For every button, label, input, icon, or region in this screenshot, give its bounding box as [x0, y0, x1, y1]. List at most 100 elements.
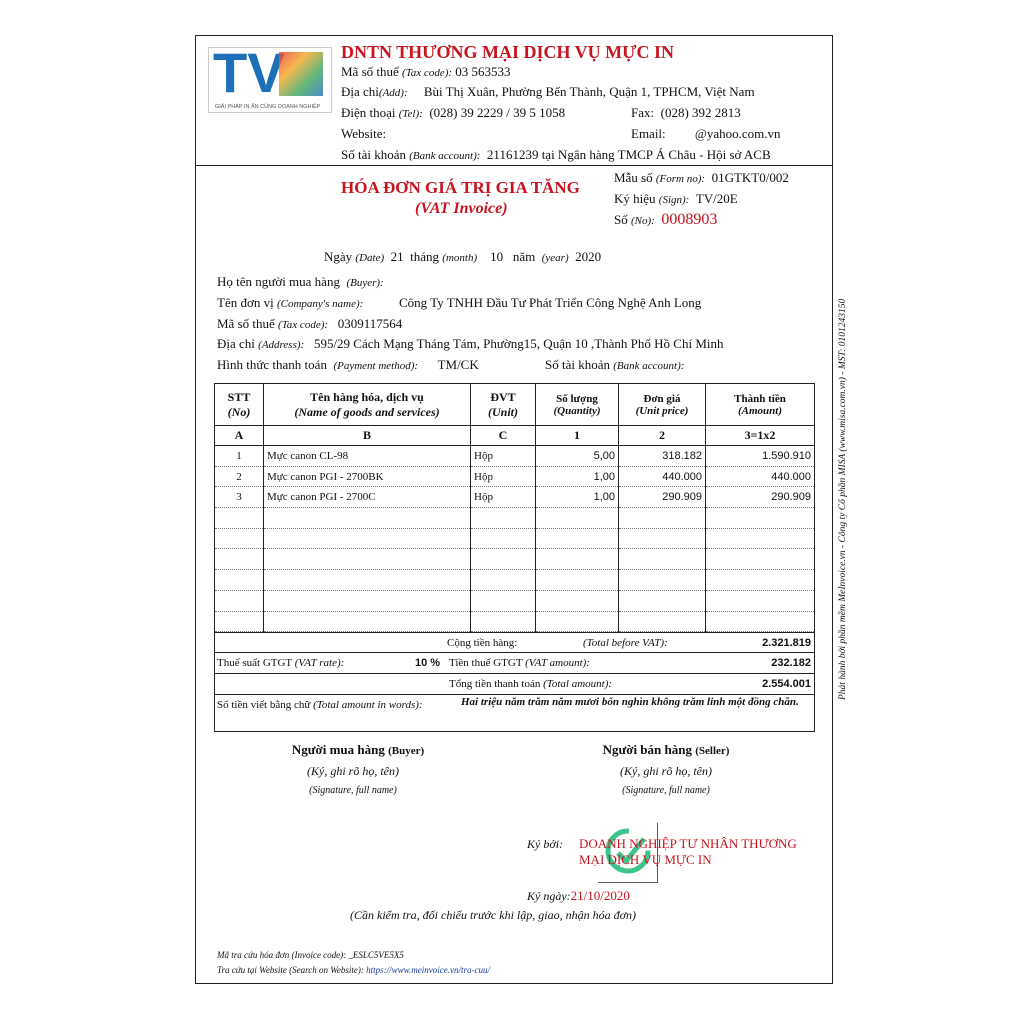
table-row: [214, 528, 815, 550]
total-before-vat-row: Cộng tiền hàng: (Total before VAT): 2.321…: [214, 632, 815, 653]
digital-signature-stamp: [598, 823, 658, 883]
invoice-frame: [195, 35, 833, 984]
cell-qty: [535, 528, 619, 550]
cell-price: [618, 611, 706, 633]
form-no: Mẫu số (Form no): 01GTKT0/002: [614, 170, 789, 185]
cell-name: Mực canon PGI - 2700C: [263, 486, 471, 509]
cell-qty: 1,00: [535, 486, 619, 509]
cell-amount: [705, 507, 815, 529]
cell-amount: [705, 611, 815, 633]
cell-qty: [535, 548, 619, 571]
buyer-bank: Số tài khoản (Bank account):: [545, 357, 685, 372]
cell-no: 3: [214, 486, 264, 509]
check-note: (Cần kiểm tra, đối chiếu trước khi lập, …: [350, 908, 636, 922]
side-note: Phát hành bởi phần mềm MeInvoice.vn - Cô…: [838, 298, 848, 700]
col-amount: Thành tiền (Amount): [705, 383, 815, 426]
items-table: STT (No) Tên hàng hóa, dịch vụ (Name of go…: [214, 383, 815, 633]
cell-name: Mực canon PGI - 2700BK: [263, 466, 471, 488]
signed-by-label: Ký bởi:: [527, 837, 564, 851]
cell-qty: [535, 569, 619, 591]
table-row: [214, 611, 815, 633]
cell-price: 440.000: [618, 466, 706, 488]
cell-unit: Hộp: [470, 466, 536, 488]
buyer-tax: Mã số thuế (Tax code): 0309117564: [217, 316, 403, 331]
cell-amount: [705, 590, 815, 612]
signed-date: Ký ngày:21/10/2020: [527, 888, 630, 903]
logo-tagline: GIẢI PHÁP IN ẤN CÙNG DOANH NGHIỆP: [215, 104, 321, 110]
buyer-company-value: Công Ty TNHH Đầu Tư Phát Triển Công Nghệ…: [399, 295, 702, 310]
cell-unit: [470, 507, 536, 529]
cell-unit: Hộp: [470, 486, 536, 509]
cell-qty: [535, 590, 619, 612]
cell-price: [618, 590, 706, 612]
signed-by: DOANH NGHIỆP TƯ NHÂN THƯƠNG MẠI DỊCH VỤ …: [579, 836, 797, 867]
cell-qty: [535, 611, 619, 633]
seller-address: Địa chỉ(Add): Bùi Thị Xuân, Phường Bến T…: [341, 84, 755, 99]
cell-name: [263, 528, 471, 550]
table-row: 3 Mực canon PGI - 2700C Hộp 1,00 290.909 290.…: [214, 486, 815, 509]
cell-no: [214, 548, 264, 571]
cell-name: [263, 611, 471, 633]
cell-amount: 1.590.910: [705, 445, 815, 467]
invoice-subtitle: (VAT Invoice): [415, 200, 508, 217]
code-a: A: [214, 425, 264, 446]
cell-price: [618, 507, 706, 529]
seller-fax: Fax: (028) 392 2813: [631, 105, 741, 120]
code-b: B: [263, 425, 471, 446]
cell-name: [263, 507, 471, 529]
invoice-title: HÓA ĐƠN GIÁ TRỊ GIA TĂNG: [341, 178, 580, 197]
cell-no: [214, 528, 264, 550]
col-qty: Số lượng (Quantity): [535, 383, 619, 426]
cell-qty: 5,00: [535, 445, 619, 467]
buyer-address: Địa chỉ (Address): 595/29 Cách Mạng Thán…: [217, 336, 724, 351]
buyer-sign-note: (Ký, ghi rõ họ, tên): [307, 764, 399, 778]
cell-qty: 1,00: [535, 466, 619, 488]
seller-email: Email: @yahoo.com.vn: [631, 126, 781, 141]
sign-no: Ký hiệu (Sign): TV/20E: [614, 191, 738, 206]
cell-price: 290.909: [618, 486, 706, 509]
cell-price: [618, 528, 706, 550]
code-c: C: [470, 425, 536, 446]
cell-amount: [705, 548, 815, 571]
seller-name: DNTN THƯƠNG MẠI DỊCH VỤ MỰC IN: [341, 42, 674, 62]
invoice-no: Số (No): 0008903: [614, 211, 718, 228]
table-row: [214, 507, 815, 529]
table-row: 2 Mực canon PGI - 2700BK Hộp 1,00 440.000 440…: [214, 466, 815, 488]
invoice-date: Ngày (Date) 21 tháng (month) 10 năm (yea…: [324, 249, 602, 264]
seller-bank: Số tài khoản (Bank account): 21161239 tạ…: [341, 147, 771, 162]
buyer-sign-note-en: (Signature, full name): [309, 785, 397, 796]
code-1: 1: [535, 425, 619, 446]
seller-tax: Mã số thuế (Tax code): 03 563533: [341, 64, 511, 79]
seller-phone: Điện thoại (Tel): (028) 39 2229 / 39 5 1…: [341, 105, 566, 120]
total-amount-row: Tổng tiền thanh toán (Total amount): 2.5…: [214, 674, 815, 695]
code-2: 2: [618, 425, 706, 446]
cell-unit: [470, 569, 536, 591]
table-row: 1 Mực canon CL-98 Hộp 5,00 318.182 1.590.910: [214, 445, 815, 467]
cell-name: Mực canon CL-98: [263, 445, 471, 467]
divider: [195, 165, 833, 166]
cell-unit: [470, 528, 536, 550]
cell-amount: 290.909: [705, 486, 815, 509]
cell-name: [263, 548, 471, 571]
buyer-signature-title: Người mua hàng (Buyer): [291, 742, 425, 757]
cell-price: 318.182: [618, 445, 706, 467]
code-3: 3=1x2: [705, 425, 815, 446]
lookup-link[interactable]: https://www.meinvoice.vn/tra-cuu/: [366, 965, 490, 975]
company-logo: TV GIẢI PHÁP IN ẤN CÙNG DOANH NGHIỆP: [208, 47, 332, 113]
amount-in-words-row: Số tiền viết bằng chữ (Total amount in w…: [214, 695, 815, 732]
vat-row: Thuế suất GTGT (VAT rate): 10 % Tiền thu…: [214, 653, 815, 674]
buyer-company: Tên đơn vị (Company's name):: [217, 295, 364, 310]
seller-sign-note: (Ký, ghi rõ họ, tên): [620, 764, 712, 778]
table-row: [214, 548, 815, 571]
cell-amount: 440.000: [705, 466, 815, 488]
cell-no: [214, 590, 264, 612]
cell-unit: [470, 548, 536, 571]
seller-sign-note-en: (Signature, full name): [622, 785, 710, 796]
payment-method: Hình thức thanh toán (Payment method): T…: [217, 357, 479, 372]
check-stamp-icon: [605, 828, 651, 874]
cell-amount: [705, 569, 815, 591]
col-no: STT (No): [214, 383, 264, 426]
table-row: [214, 590, 815, 612]
col-unit: ĐVT (Unit): [470, 383, 536, 426]
lookup-site: Tra cứu tại Website (Search on Website):…: [217, 965, 490, 975]
